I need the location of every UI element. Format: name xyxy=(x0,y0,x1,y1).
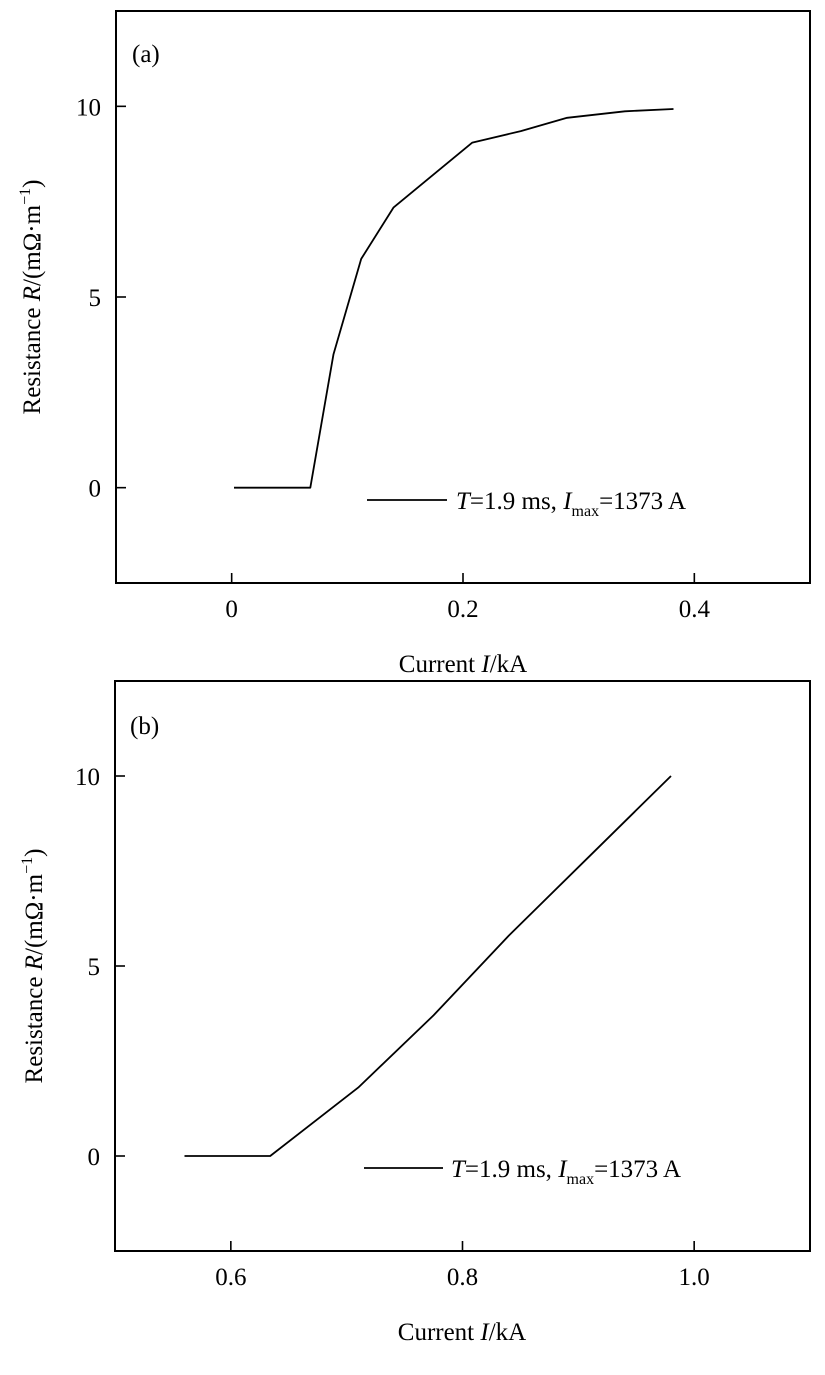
x-tick-label: 0.2 xyxy=(447,596,478,623)
panel-label: (b) xyxy=(130,713,159,740)
y-axis-label: Resistance R/(mΩ·m−1) xyxy=(17,180,46,415)
axis-ticks xyxy=(116,105,696,583)
series-line xyxy=(234,108,674,489)
legend-entry: T=1.9 ms, Imax=1373 A xyxy=(456,488,686,520)
x-axis-label: Current I/kA xyxy=(398,1319,526,1346)
x-tick-labels: 0 0.2 0.4 xyxy=(225,596,710,623)
chart-panel-b: (b) 0.6 0.8 1.0 0 5 10 T=1.9 ms, Imax=1373 A… xyxy=(19,680,811,1346)
x-axis-label: Current I/kA xyxy=(399,651,527,678)
chart-panel-a: (a) 0 0.2 0.4 0 5 10 T=1.9 ms, Imax=1373 A C… xyxy=(17,10,811,678)
x-tick-label: 1.0 xyxy=(679,1264,710,1291)
y-tick-label: 0 xyxy=(89,476,102,503)
y-tick-labels: 0 5 10 xyxy=(76,94,101,502)
y-tick-label: 5 xyxy=(89,285,102,312)
x-tick-label: 0.4 xyxy=(679,596,711,623)
x-tick-label: 0 xyxy=(225,596,238,623)
x-tick-labels: 0.6 0.8 1.0 xyxy=(215,1264,710,1291)
y-tick-labels: 0 5 10 xyxy=(75,764,100,1171)
y-tick-label: 0 xyxy=(88,1144,101,1171)
y-tick-label: 10 xyxy=(76,94,101,121)
x-tick-label: 0.6 xyxy=(215,1264,246,1291)
panel-label: (a) xyxy=(132,41,160,68)
series-line xyxy=(184,775,672,1157)
y-tick-label: 5 xyxy=(88,954,101,981)
y-axis-label: Resistance R/(mΩ·m−1) xyxy=(19,849,48,1084)
y-tick-label: 10 xyxy=(75,764,100,791)
legend-entry: T=1.9 ms, Imax=1373 A xyxy=(451,1156,681,1188)
axis-ticks xyxy=(115,775,695,1251)
x-tick-label: 0.8 xyxy=(447,1264,478,1291)
